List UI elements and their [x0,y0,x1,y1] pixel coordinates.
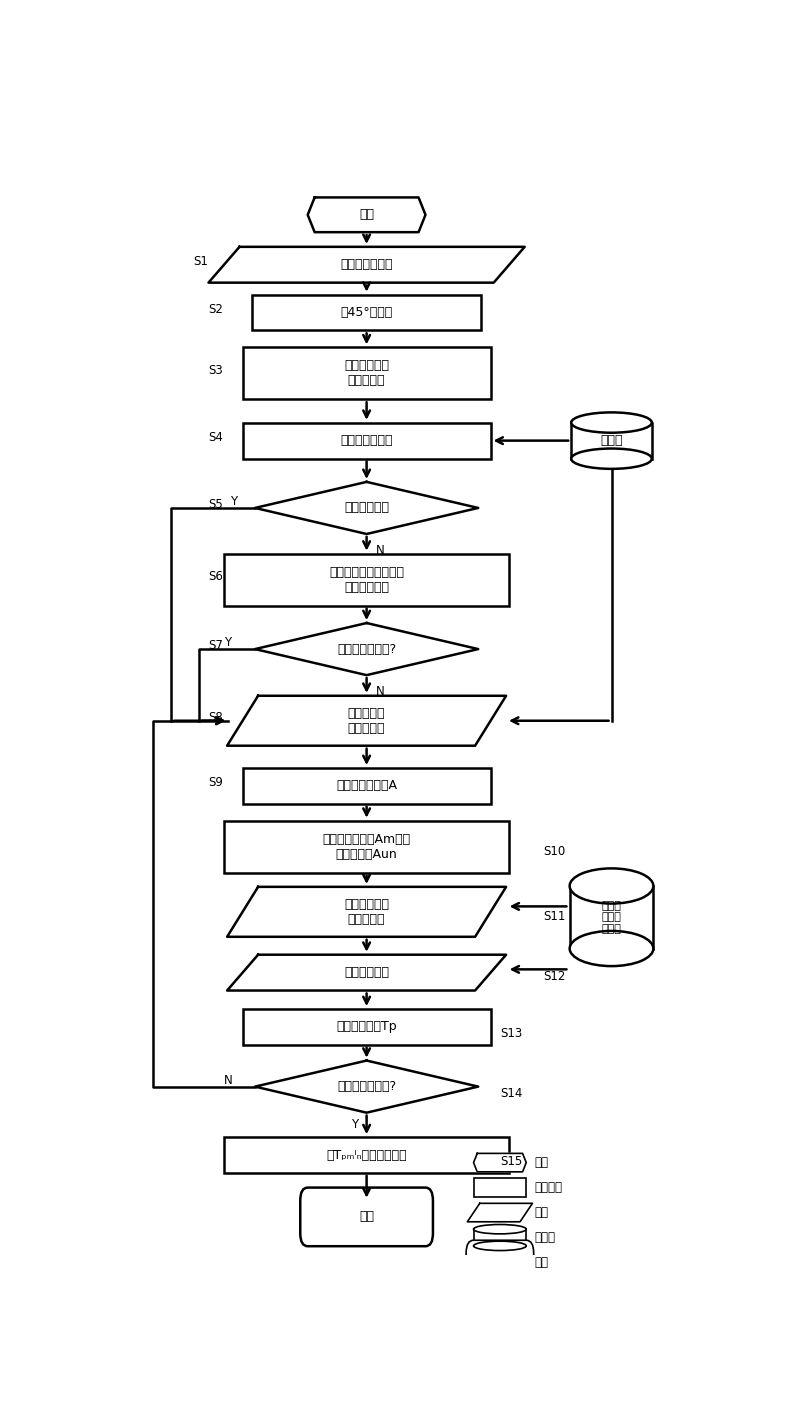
Ellipse shape [571,448,652,470]
Text: S5: S5 [209,498,223,512]
FancyBboxPatch shape [570,885,654,949]
Text: S9: S9 [209,776,223,790]
Ellipse shape [474,1241,526,1251]
Polygon shape [255,1060,478,1112]
Text: S13: S13 [500,1026,522,1041]
FancyBboxPatch shape [242,1010,490,1045]
Text: 数控加
工切削
参数库: 数控加 工切削 参数库 [602,901,622,933]
FancyBboxPatch shape [224,554,510,606]
Text: 是否为最小刀具?: 是否为最小刀具? [337,1080,396,1093]
Text: S2: S2 [209,303,223,316]
Polygon shape [227,695,506,746]
Text: S1: S1 [193,255,208,268]
Text: 结束: 结束 [534,1256,548,1269]
Text: 读取可选刀
具直径序列: 读取可选刀 具直径序列 [348,706,386,735]
FancyBboxPatch shape [242,423,490,458]
Ellipse shape [571,412,652,433]
Text: 操作进程: 操作进程 [534,1182,562,1194]
Text: 确定最小通道
和最大通道: 确定最小通道 和最大通道 [344,360,389,388]
FancyBboxPatch shape [474,1179,526,1197]
Text: 获取槽几何特性: 获取槽几何特性 [340,258,393,271]
FancyBboxPatch shape [224,1136,510,1173]
Text: S8: S8 [209,711,223,723]
Text: 建45°拔模体: 建45°拔模体 [341,306,393,319]
Text: S6: S6 [209,570,223,582]
Polygon shape [209,247,525,282]
Text: 读取大小刀具
的切削参数: 读取大小刀具 的切削参数 [344,898,389,926]
Text: 计算可切削面积Am和不
可切削面积Aun: 计算可切削面积Am和不 可切削面积Aun [322,833,410,860]
Polygon shape [474,1153,526,1172]
Ellipse shape [474,1224,526,1234]
Text: 取Tₚₘᴵₙ对应的刀具组: 取Tₚₘᴵₙ对应的刀具组 [326,1149,407,1162]
Text: 开始: 开始 [534,1156,548,1169]
Text: 获取最大通道范围内的
最大刀具直径: 获取最大通道范围内的 最大刀具直径 [329,565,404,594]
Text: S10: S10 [543,845,566,857]
Polygon shape [255,482,478,534]
FancyBboxPatch shape [571,423,652,458]
Text: 结束: 结束 [359,1210,374,1224]
Polygon shape [308,197,426,233]
Polygon shape [227,955,506,991]
Text: N: N [224,1073,233,1087]
Text: 大小刀直径相等?: 大小刀直径相等? [337,643,396,656]
Polygon shape [255,623,478,675]
Text: 数据: 数据 [534,1206,548,1220]
FancyBboxPatch shape [252,295,482,330]
Text: N: N [376,685,385,698]
Text: N: N [376,544,385,557]
Text: 刀具库: 刀具库 [600,434,622,447]
Text: Y: Y [230,495,238,508]
Ellipse shape [570,869,654,904]
Text: 计算加工时间Tp: 计算加工时间Tp [336,1021,397,1034]
Text: S14: S14 [500,1087,522,1100]
FancyBboxPatch shape [224,821,510,873]
Text: 数据库: 数据库 [534,1231,555,1244]
Text: S12: S12 [543,970,566,983]
Text: 大小通道相等: 大小通道相等 [344,502,389,515]
FancyBboxPatch shape [466,1241,534,1285]
FancyBboxPatch shape [300,1187,433,1246]
Text: S7: S7 [209,639,223,653]
FancyBboxPatch shape [242,347,490,399]
Polygon shape [227,887,506,936]
Text: 计算粗加工面积A: 计算粗加工面积A [336,780,397,792]
Text: 读取切削速度: 读取切削速度 [344,966,389,979]
Text: S4: S4 [209,431,223,444]
Text: S3: S3 [209,364,223,376]
FancyBboxPatch shape [242,768,490,804]
Text: S15: S15 [500,1155,522,1167]
Text: Y: Y [224,636,231,649]
FancyBboxPatch shape [474,1230,526,1246]
Text: S11: S11 [543,909,566,922]
Polygon shape [467,1203,533,1222]
Text: 开始: 开始 [359,209,374,221]
Ellipse shape [570,931,654,966]
Text: 确定小刀具直径: 确定小刀具直径 [340,434,393,447]
Text: Y: Y [351,1118,358,1131]
